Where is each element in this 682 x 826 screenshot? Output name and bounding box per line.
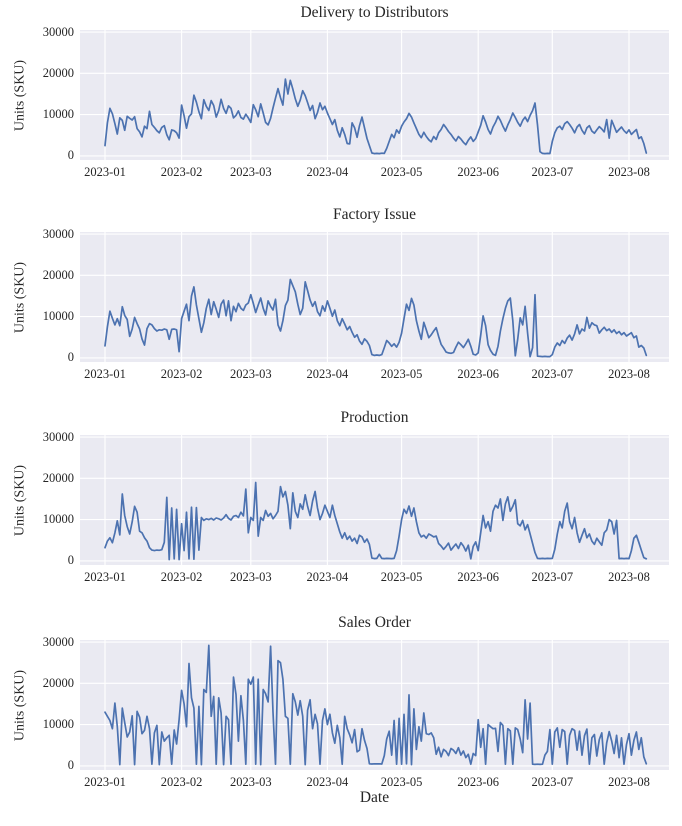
chart-title: Sales Order [338,614,411,631]
chart-title: Delivery to Distributors [300,4,449,21]
x-tick-label: 2023-02 [160,775,203,789]
y-tick-label: 10000 [42,717,74,732]
x-tick-label: 2023-02 [160,570,203,584]
y-axis-label: Units (SKU) [12,261,28,334]
y-tick-label: 10000 [42,309,74,324]
x-tick-label: 2023-01 [84,570,126,584]
x-tick-label: 2023-03 [229,775,272,789]
x-tick-label: 2023-05 [380,775,423,789]
y-tick-label: 30000 [42,634,74,649]
x-tick-label: 2023-01 [84,367,126,381]
x-tick-label: 2023-03 [229,165,272,179]
plot-background [80,30,669,160]
x-axis-label: Date [359,789,390,806]
y-tick-label: 0 [67,553,74,568]
x-tick-label: 2023-04 [306,775,349,789]
y-tick-label: 10000 [42,512,74,527]
x-tick-label: 2023-03 [229,570,272,584]
x-tick-label: 2023-07 [531,165,574,179]
x-tick-label: 2023-02 [160,367,203,381]
x-tick-label: 2023-07 [531,367,574,381]
plot-area-delivery [80,30,669,160]
data-line [104,278,648,358]
y-tick-label: 20000 [42,470,74,485]
x-tick-label: 2023-06 [457,775,500,789]
y-tick-label: 20000 [42,65,74,80]
y-tick-label: 0 [67,758,74,773]
plot-area-factory-issue [80,232,669,362]
subplot-sales-order: Sales Order Units (SKU) 0 10000 20000 30000… [0,610,682,812]
y-axis-label: Units (SKU) [12,669,28,742]
x-tick-label: 2023-04 [306,570,349,584]
x-tick-label: 2023-05 [380,367,423,381]
chart-title: Production [340,409,409,426]
x-tick-label: 2023-04 [306,165,349,179]
x-tick-label: 2023-05 [380,165,423,179]
x-tick-label: 2023-08 [608,367,650,381]
x-tick-label: 2023-08 [608,570,650,584]
x-tick-label: 2023-07 [531,570,574,584]
y-tick-label: 30000 [42,24,74,39]
data-line [104,481,648,561]
y-tick-label: 0 [67,350,74,365]
plot-area-production [80,435,669,565]
y-axis-label: Units (SKU) [12,59,28,132]
plot-area-sales-order [80,640,669,770]
x-tick-label: 2023-07 [531,775,574,789]
y-tick-label: 0 [67,148,74,163]
x-tick-label: 2023-08 [608,165,650,179]
y-tick-label: 20000 [42,675,74,690]
x-tick-label: 2023-02 [160,165,203,179]
x-tick-label: 2023-06 [457,570,500,584]
y-tick-label: 30000 [42,429,74,444]
subplot-production: Production Units (SKU) 0 10000 20000 30000 … [0,405,682,607]
y-tick-label: 10000 [42,107,74,122]
y-tick-label: 20000 [42,267,74,282]
subplot-delivery-to-distributors: Delivery to Distributors Units (SKU) 0 10… [0,0,682,202]
plot-background [80,232,669,362]
data-line [104,644,648,766]
x-tick-label: 2023-01 [84,775,126,789]
y-tick-label: 30000 [42,226,74,241]
x-tick-label: 2023-06 [457,367,500,381]
plot-background [80,640,669,770]
chart-title: Factory Issue [332,206,417,223]
x-tick-label: 2023-05 [380,570,423,584]
data-line [104,78,648,155]
x-tick-label: 2023-08 [608,775,650,789]
x-tick-label: 2023-03 [229,367,272,381]
subplot-factory-issue: Factory Issue Units (SKU) 0 10000 20000 300… [0,202,682,404]
x-tick-label: 2023-01 [84,165,126,179]
y-axis-label: Units (SKU) [12,464,28,537]
x-tick-label: 2023-04 [306,367,349,381]
x-tick-label: 2023-06 [457,165,500,179]
